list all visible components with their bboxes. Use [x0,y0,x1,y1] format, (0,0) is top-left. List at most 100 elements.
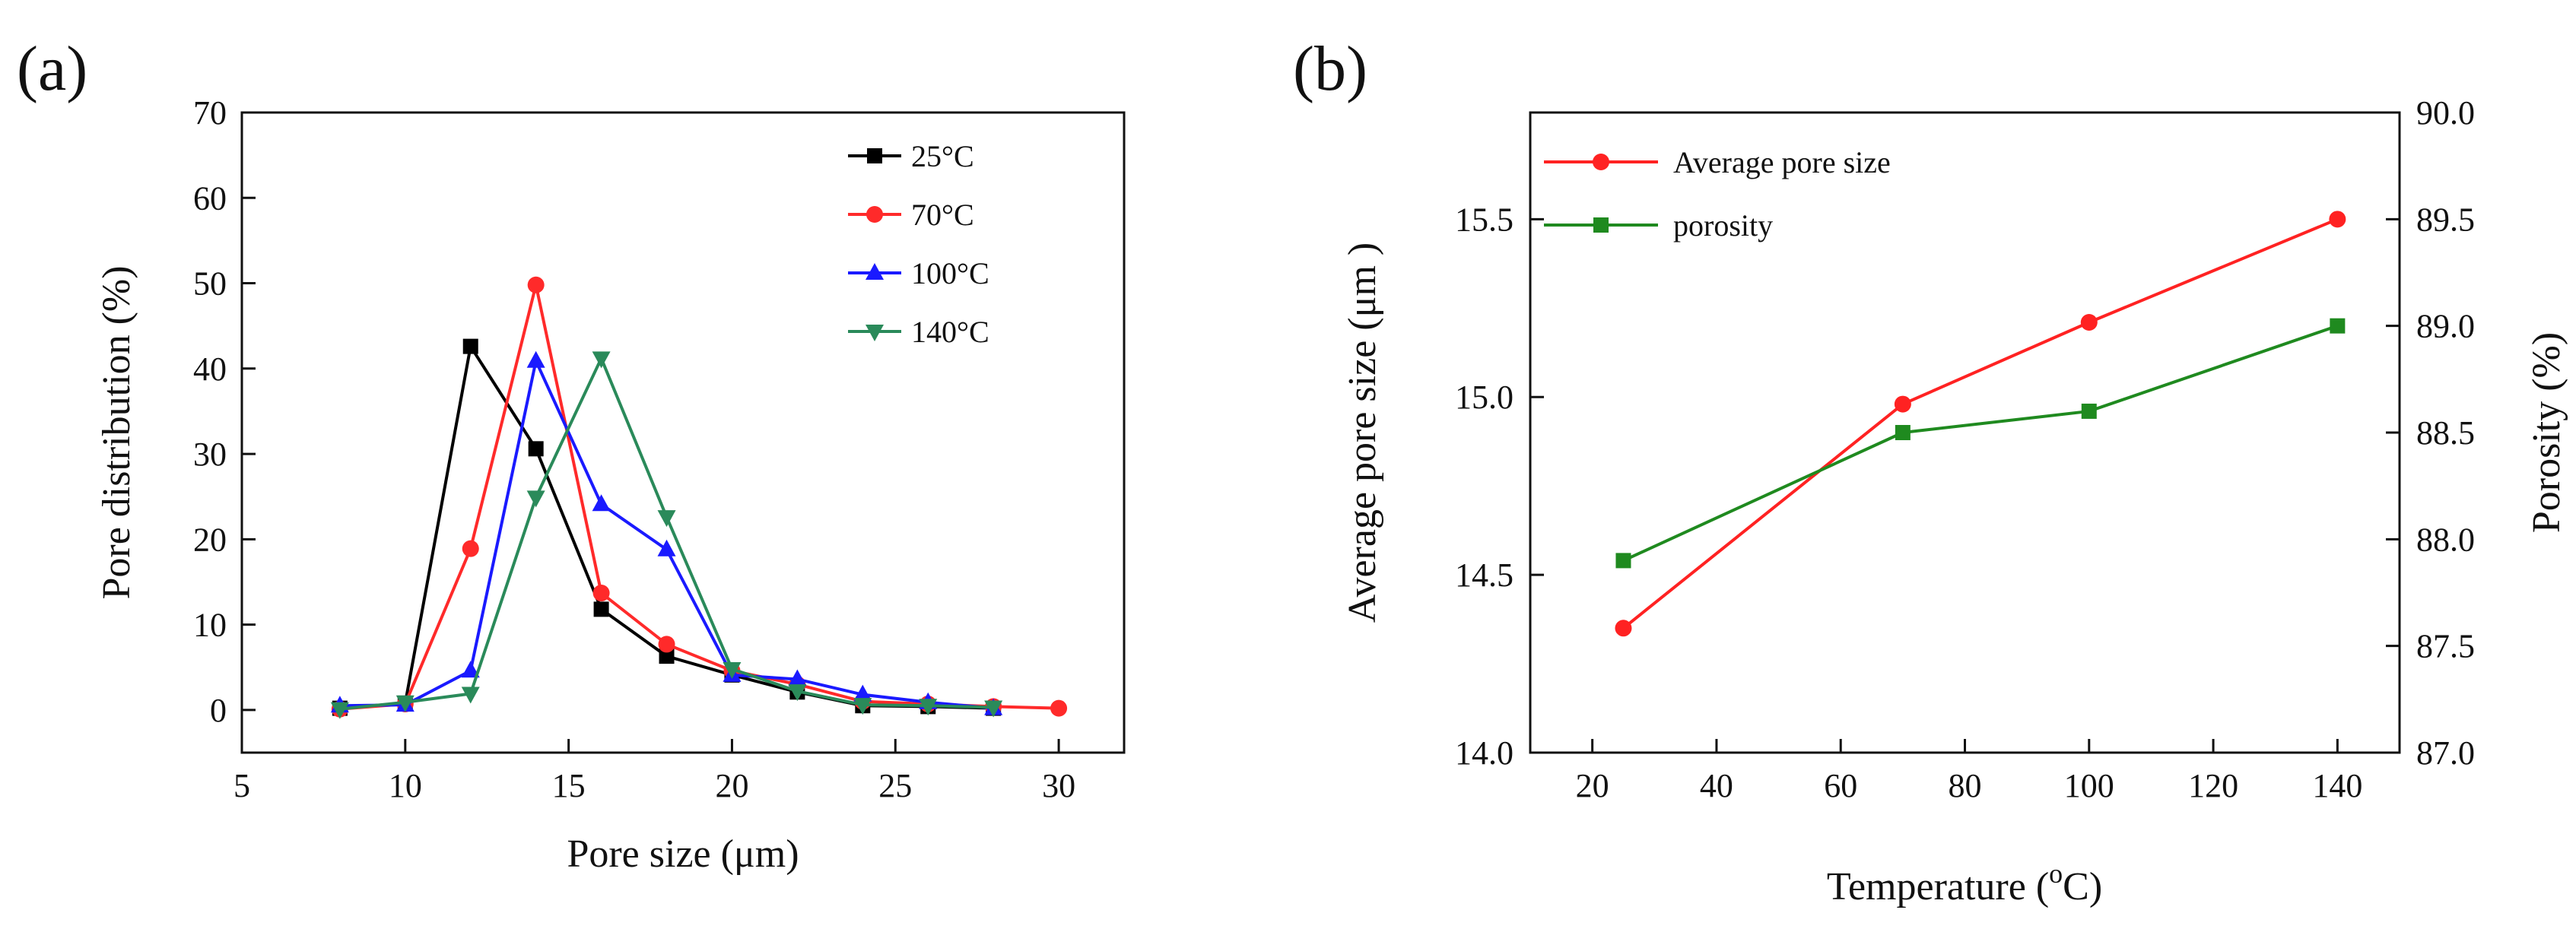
data-point [462,338,478,354]
legend-label: Average pore size [1673,145,1891,179]
data-point [2329,211,2346,228]
x-tick-label: 25 [878,767,912,804]
panel-b-x-axis-title-end: C) [2063,865,2102,908]
panel-b-label: (b) [1293,33,1367,104]
data-point [526,490,545,508]
data-point [462,540,479,557]
x-tick-label: 140 [2312,767,2362,804]
data-point [527,276,545,293]
data-point [853,684,872,702]
legend-marker [1593,217,1609,233]
series-140°C [330,351,1003,719]
panel-b-left-y-axis-title: Average pore size (μm ) [1341,243,1384,623]
right-y-tick-label: 88.0 [2416,521,2475,558]
panel-a-plot-frame [240,111,1126,754]
right-y-tick-label: 88.5 [2416,414,2475,452]
data-point [658,636,675,653]
x-tick-label: 20 [715,767,748,804]
legend-entry: 25°C [848,139,974,173]
panel-b-right-y-axis-title: Porosity (%) [2525,332,2568,533]
panel-b-series-group [1615,211,2346,637]
right-y-tick-label: 87.5 [2416,628,2475,665]
y-tick-label: 30 [193,436,227,473]
legend-marker [867,148,882,163]
data-point [1615,553,1631,569]
y-tick-label: 20 [193,521,227,558]
panel-a-y-axis-title: Pore distribution (%) [95,265,138,599]
panel-a-label: (a) [17,33,87,104]
data-point [1894,395,1911,413]
left-y-tick-label: 14.5 [1455,556,1514,594]
data-point [788,684,807,702]
data-point [592,494,611,512]
legend-marker [866,263,884,280]
legend-label: 100°C [911,256,989,290]
panel-a-series-group [330,276,1068,719]
data-point [723,661,742,679]
legend-marker [1593,154,1609,170]
panel-b-x-axis-title: Temperature (oC) [1827,858,2102,908]
y-tick-label: 60 [193,179,227,217]
data-point [659,648,675,664]
data-point [461,661,480,678]
data-point [657,510,676,528]
x-tick-label: 40 [1700,767,1733,804]
x-tick-label: 100 [2064,767,2114,804]
panel-a-x-axis-title: Pore size (μm) [567,832,799,876]
y-tick-label: 10 [193,607,227,644]
panel-b-x-axis-title-superscript: o [2049,858,2063,889]
legend-label: 70°C [911,198,974,232]
panel-a-pore-distribution-chart: (a) 5 10 15 20 25 30 0 10 20 30 40 50 60 70 25°C 70°C 1… [17,33,1126,876]
data-point [2080,313,2098,331]
data-point [1615,620,1632,637]
y-tick-label: 70 [193,94,227,132]
data-point [788,669,807,686]
panel-a-ticks: 5 10 15 20 25 30 0 10 20 30 40 50 60 70 [193,94,1075,804]
panel-a-legend: 25°C 70°C 100°C 140°C [848,139,989,349]
panel-b-plot-frame [1529,111,2401,754]
x-tick-label: 20 [1576,767,1609,804]
y-tick-label: 0 [210,692,227,729]
x-tick-label: 10 [389,767,422,804]
right-y-tick-label: 90.0 [2416,94,2475,132]
data-point [592,585,610,602]
x-tick-label: 120 [2188,767,2238,804]
series-average-pore-size [1615,211,2346,637]
x-tick-label: 60 [1824,767,1857,804]
legend-label: 25°C [911,139,974,173]
data-point [1895,425,1911,440]
data-point [2330,318,2346,334]
series-line [1622,217,2339,629]
data-point [592,351,611,369]
data-point [919,699,938,716]
legend-marker [866,325,884,341]
data-point [984,700,1003,718]
legend-marker [866,206,883,223]
data-point [853,698,872,715]
legend-entry: 70°C [848,198,974,232]
data-point [2081,403,2097,419]
legend-label: 140°C [911,315,989,349]
series-line [1622,324,2339,563]
right-y-tick-label: 87.0 [2416,734,2475,772]
series-25°C [332,338,1002,716]
legend-entry: 100°C [848,256,989,290]
x-tick-label: 5 [233,767,250,804]
data-point [395,695,415,712]
y-tick-label: 50 [193,265,227,303]
data-point [330,702,349,719]
data-point [526,350,545,368]
x-tick-label: 80 [1949,767,1982,804]
data-point [461,686,480,704]
legend-label: porosity [1673,208,1773,243]
left-y-tick-label: 15.5 [1455,201,1514,238]
right-y-tick-label: 89.0 [2416,308,2475,345]
x-tick-label: 30 [1042,767,1075,804]
panel-b-ticks: 20 40 60 80 100 120 140 14.0 14.5 15.0 15.5 87.0 87.… [1455,94,2475,804]
panel-b-legend: Average pore size porosity [1544,145,1891,243]
left-y-tick-label: 14.0 [1455,734,1514,772]
data-point [1050,699,1068,717]
x-tick-label: 15 [552,767,586,804]
right-y-tick-label: 89.5 [2416,201,2475,238]
